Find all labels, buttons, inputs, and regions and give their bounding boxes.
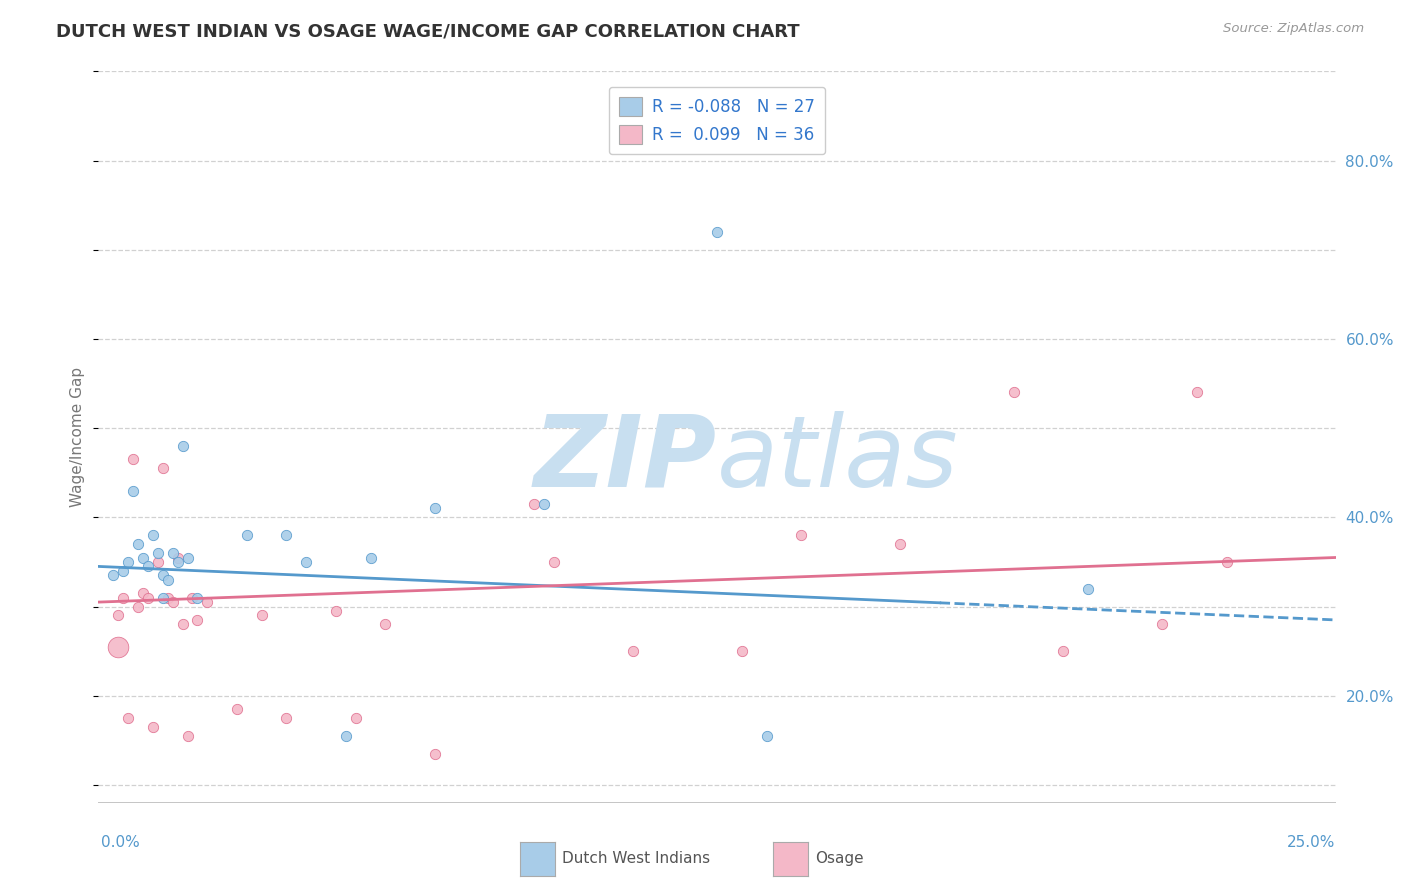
Point xyxy=(295,555,318,569)
Point xyxy=(1052,644,1074,658)
Text: DUTCH WEST INDIAN VS OSAGE WAGE/INCOME GAP CORRELATION CHART: DUTCH WEST INDIAN VS OSAGE WAGE/INCOME G… xyxy=(56,22,800,40)
Point xyxy=(117,555,139,569)
Point xyxy=(142,720,165,734)
Point xyxy=(533,497,555,511)
Point xyxy=(107,608,129,623)
Point xyxy=(755,729,778,743)
Point xyxy=(236,528,259,542)
Point xyxy=(156,573,179,587)
Point xyxy=(127,537,149,551)
Point xyxy=(152,568,174,582)
Legend: R = -0.088   N = 27, R =  0.099   N = 36: R = -0.088 N = 27, R = 0.099 N = 36 xyxy=(609,87,825,153)
Point xyxy=(103,568,125,582)
Point xyxy=(162,595,184,609)
Point xyxy=(166,555,188,569)
Point xyxy=(1077,582,1099,596)
Text: Osage: Osage xyxy=(815,851,865,865)
Point xyxy=(152,591,174,605)
Point xyxy=(166,550,188,565)
Point xyxy=(360,550,382,565)
Point xyxy=(325,604,347,618)
Point xyxy=(107,640,129,654)
Point xyxy=(226,702,249,716)
Point xyxy=(276,711,298,725)
Point xyxy=(731,644,754,658)
Point xyxy=(136,559,159,574)
Point xyxy=(152,461,174,475)
Text: Source: ZipAtlas.com: Source: ZipAtlas.com xyxy=(1223,22,1364,36)
Point xyxy=(1216,555,1239,569)
Point xyxy=(1002,385,1025,400)
Point xyxy=(122,483,145,498)
Point xyxy=(146,555,169,569)
Point xyxy=(1152,617,1174,632)
Point xyxy=(176,550,198,565)
Point xyxy=(172,617,194,632)
Point xyxy=(186,613,208,627)
Point xyxy=(706,225,728,239)
Point xyxy=(250,608,273,623)
Point xyxy=(127,599,149,614)
Point xyxy=(112,591,135,605)
Point xyxy=(621,644,644,658)
Point xyxy=(162,546,184,560)
Point xyxy=(543,555,565,569)
Point xyxy=(132,586,155,600)
Point xyxy=(335,729,357,743)
Point xyxy=(181,591,204,605)
Point xyxy=(136,591,159,605)
Text: atlas: atlas xyxy=(717,410,959,508)
Point xyxy=(186,591,208,605)
Point xyxy=(176,729,198,743)
Point xyxy=(889,537,911,551)
Point xyxy=(374,617,396,632)
Text: Dutch West Indians: Dutch West Indians xyxy=(562,851,710,865)
Point xyxy=(142,528,165,542)
Point xyxy=(122,452,145,467)
Point xyxy=(117,711,139,725)
Point xyxy=(790,528,813,542)
Point xyxy=(344,711,367,725)
Point xyxy=(1185,385,1208,400)
Point xyxy=(523,497,546,511)
Point xyxy=(276,528,298,542)
Point xyxy=(146,546,169,560)
Point xyxy=(423,747,446,761)
Point xyxy=(156,591,179,605)
Point xyxy=(423,501,446,516)
Text: 0.0%: 0.0% xyxy=(101,836,141,850)
Text: ZIP: ZIP xyxy=(534,410,717,508)
Point xyxy=(112,564,135,578)
Y-axis label: Wage/Income Gap: Wage/Income Gap xyxy=(70,367,86,508)
Point xyxy=(195,595,218,609)
Text: 25.0%: 25.0% xyxy=(1288,836,1336,850)
Point xyxy=(172,439,194,453)
Point xyxy=(132,550,155,565)
